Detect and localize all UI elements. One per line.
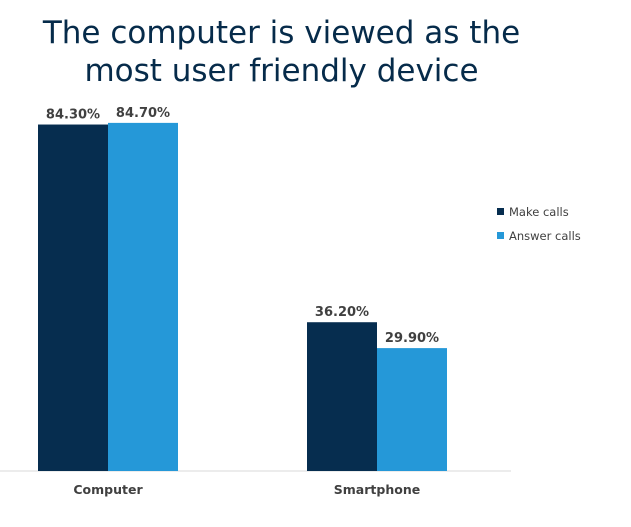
chart-title-line-2: most user friendly device xyxy=(84,53,479,89)
legend-item-answer-calls: Answer calls xyxy=(497,228,581,243)
legend-label-answer-calls: Answer calls xyxy=(509,228,581,243)
value-label-smartphone-make-calls: 36.20% xyxy=(315,305,369,320)
bar-computer-make-calls xyxy=(38,124,108,471)
legend-swatch-make-calls xyxy=(497,208,504,215)
legend-label-make-calls: Make calls xyxy=(509,204,569,219)
bar-smartphone-answer-calls xyxy=(377,348,447,471)
chart-title: The computer is viewed as the most user … xyxy=(0,14,563,90)
bar-computer-answer-calls xyxy=(108,122,178,472)
category-label-computer: Computer xyxy=(73,482,143,497)
bars-group xyxy=(38,122,447,472)
bar-smartphone-make-calls xyxy=(307,322,377,471)
value-label-smartphone-answer-calls: 29.90% xyxy=(385,331,439,346)
chart-title-line-1: The computer is viewed as the xyxy=(42,15,521,51)
value-labels-group: 84.30% 84.70% 36.20% 29.90% xyxy=(46,106,439,346)
value-label-computer-make-calls: 84.30% xyxy=(46,108,100,123)
legend: Make calls Answer calls xyxy=(497,204,581,252)
legend-swatch-answer-calls xyxy=(497,232,504,239)
value-label-computer-answer-calls: 84.70% xyxy=(116,106,170,121)
legend-item-make-calls: Make calls xyxy=(497,204,581,219)
category-labels-group: Computer Smartphone xyxy=(73,482,420,497)
category-label-smartphone: Smartphone xyxy=(334,482,420,497)
